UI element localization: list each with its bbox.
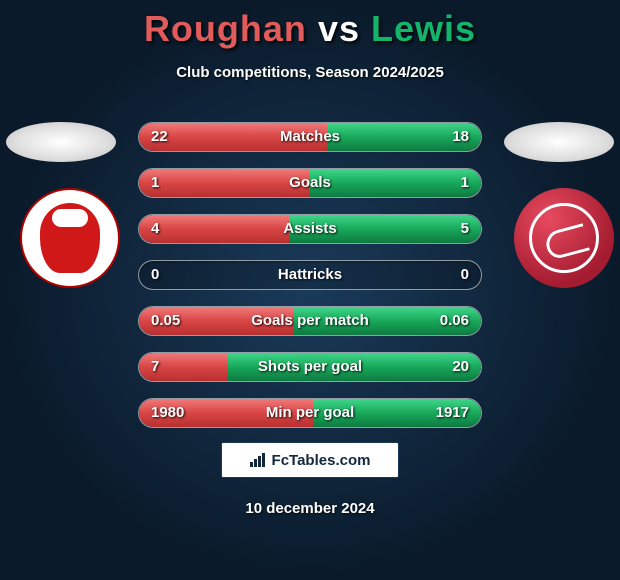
player1-value: 1980 xyxy=(151,399,184,427)
player1-value: 0 xyxy=(151,261,159,289)
player1-value: 0.05 xyxy=(151,307,180,335)
player1-bar xyxy=(139,169,310,197)
chart-icon xyxy=(250,453,268,467)
stat-row: 0 0Hattricks xyxy=(138,260,482,290)
player2-value: 0.06 xyxy=(440,307,469,335)
player2-bar xyxy=(289,215,481,243)
player2-bar xyxy=(310,169,481,197)
comparison-card: Roughan vs Lewis Club competitions, Seas… xyxy=(0,0,620,580)
stat-row: 2218Matches xyxy=(138,122,482,152)
player2-value: 18 xyxy=(452,123,469,151)
brand-badge[interactable]: FcTables.com xyxy=(221,442,399,478)
subtitle: Club competitions, Season 2024/2025 xyxy=(0,64,620,81)
player2-value: 1917 xyxy=(436,399,469,427)
player2-name: Lewis xyxy=(371,8,476,49)
player1-value: 7 xyxy=(151,353,159,381)
player1-value: 22 xyxy=(151,123,168,151)
stats-panel: 2218Matches11Goals45Assists00Hattricks0.… xyxy=(138,122,482,444)
player2-platform xyxy=(504,122,614,162)
crest-graphic xyxy=(40,203,100,273)
player1-name: Roughan xyxy=(144,8,307,49)
player2-value: 5 xyxy=(461,215,469,243)
date-text: 10 december 2024 xyxy=(0,500,620,517)
brand-label: FcTables.com xyxy=(272,452,371,469)
player2-club-crest xyxy=(514,188,614,288)
player1-value: 1 xyxy=(151,169,159,197)
player2-bar xyxy=(228,353,481,381)
stat-label: Hattricks xyxy=(139,261,481,289)
stat-row: 19801917Min per goal xyxy=(138,398,482,428)
player1-value: 4 xyxy=(151,215,159,243)
player2-value: 1 xyxy=(461,169,469,197)
page-title: Roughan vs Lewis xyxy=(0,0,620,50)
stat-row: 45Assists xyxy=(138,214,482,244)
stat-row: 0.050.06Goals per match xyxy=(138,306,482,336)
player2-value: 0 xyxy=(461,261,469,289)
stat-row: 720Shots per goal xyxy=(138,352,482,382)
stat-row: 11Goals xyxy=(138,168,482,198)
crest-graphic xyxy=(529,203,599,273)
player1-bar xyxy=(139,215,289,243)
player2-value: 20 xyxy=(452,353,469,381)
player1-club-crest xyxy=(20,188,120,288)
player1-platform xyxy=(6,122,116,162)
vs-text: vs xyxy=(318,8,360,49)
